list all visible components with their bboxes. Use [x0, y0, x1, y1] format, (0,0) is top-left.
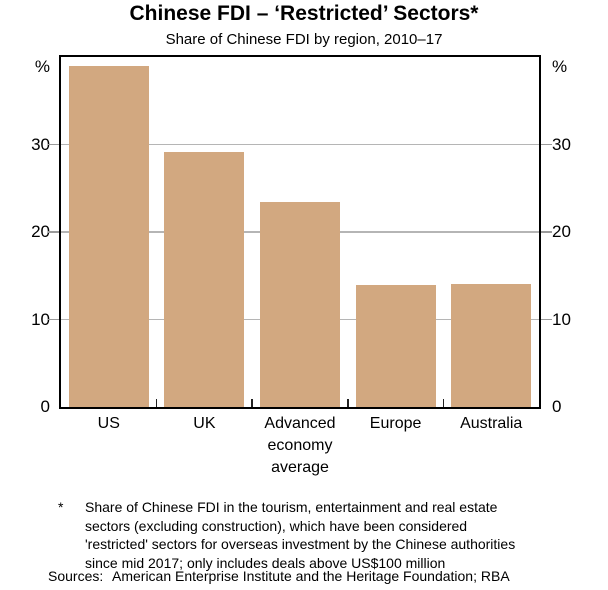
sources-text: American Enterprise Institute and the He… [112, 568, 510, 584]
x-axis-divider-tick [442, 399, 445, 407]
chart-subtitle: Share of Chinese FDI by region, 2010–17 [165, 31, 443, 48]
y-tick-mark-left-10 [48, 318, 59, 321]
bar-advanced-economy-average [260, 202, 340, 407]
bar-uk [164, 151, 245, 407]
y-tick-mark-right-20 [541, 231, 552, 233]
footnote-marker: * [58, 499, 64, 515]
chart-title: Chinese FDI – ‘Restricted’ Sectors* [129, 2, 479, 25]
x-label-europe: Europe [369, 415, 422, 432]
x-label-uk: UK [193, 415, 216, 432]
bar-europe [355, 285, 436, 407]
x-label-advanced-economy-average: Advanced economy average [264, 415, 336, 476]
y-axis-unit-left: % [34, 57, 50, 76]
y-tick-label-left-0: 0 [40, 397, 50, 416]
x-axis-divider-tick [155, 399, 158, 407]
y-tick-mark-left-20 [48, 231, 59, 233]
y-tick-label-right-20: 20 [552, 222, 571, 241]
y-tick-label-left-30: 30 [31, 134, 50, 154]
y-tick-label-right-0: 0 [552, 397, 562, 416]
bar-us [68, 65, 149, 407]
x-label-us: US [97, 415, 120, 432]
y-axis-unit-right: % [552, 57, 568, 76]
y-tick-mark-right-10 [541, 318, 552, 321]
plot-area [59, 55, 541, 409]
y-tick-label-right-10: 10 [552, 309, 571, 329]
y-tick-label-left-10: 10 [31, 309, 50, 329]
sources-label: Sources: [48, 568, 104, 584]
footnote-text: Share of Chinese FDI in the tourism, ent… [85, 499, 516, 571]
gridline-30 [61, 143, 539, 146]
x-axis-divider-tick [251, 399, 253, 407]
y-tick-label-right-30: 30 [552, 134, 571, 154]
y-tick-mark-left-30 [48, 143, 59, 146]
y-tick-label-left-20: 20 [31, 222, 50, 241]
x-axis-divider-tick [347, 399, 349, 407]
bar-australia [451, 283, 532, 407]
x-label-australia: Australia [460, 415, 523, 432]
y-tick-mark-right-30 [541, 143, 552, 146]
